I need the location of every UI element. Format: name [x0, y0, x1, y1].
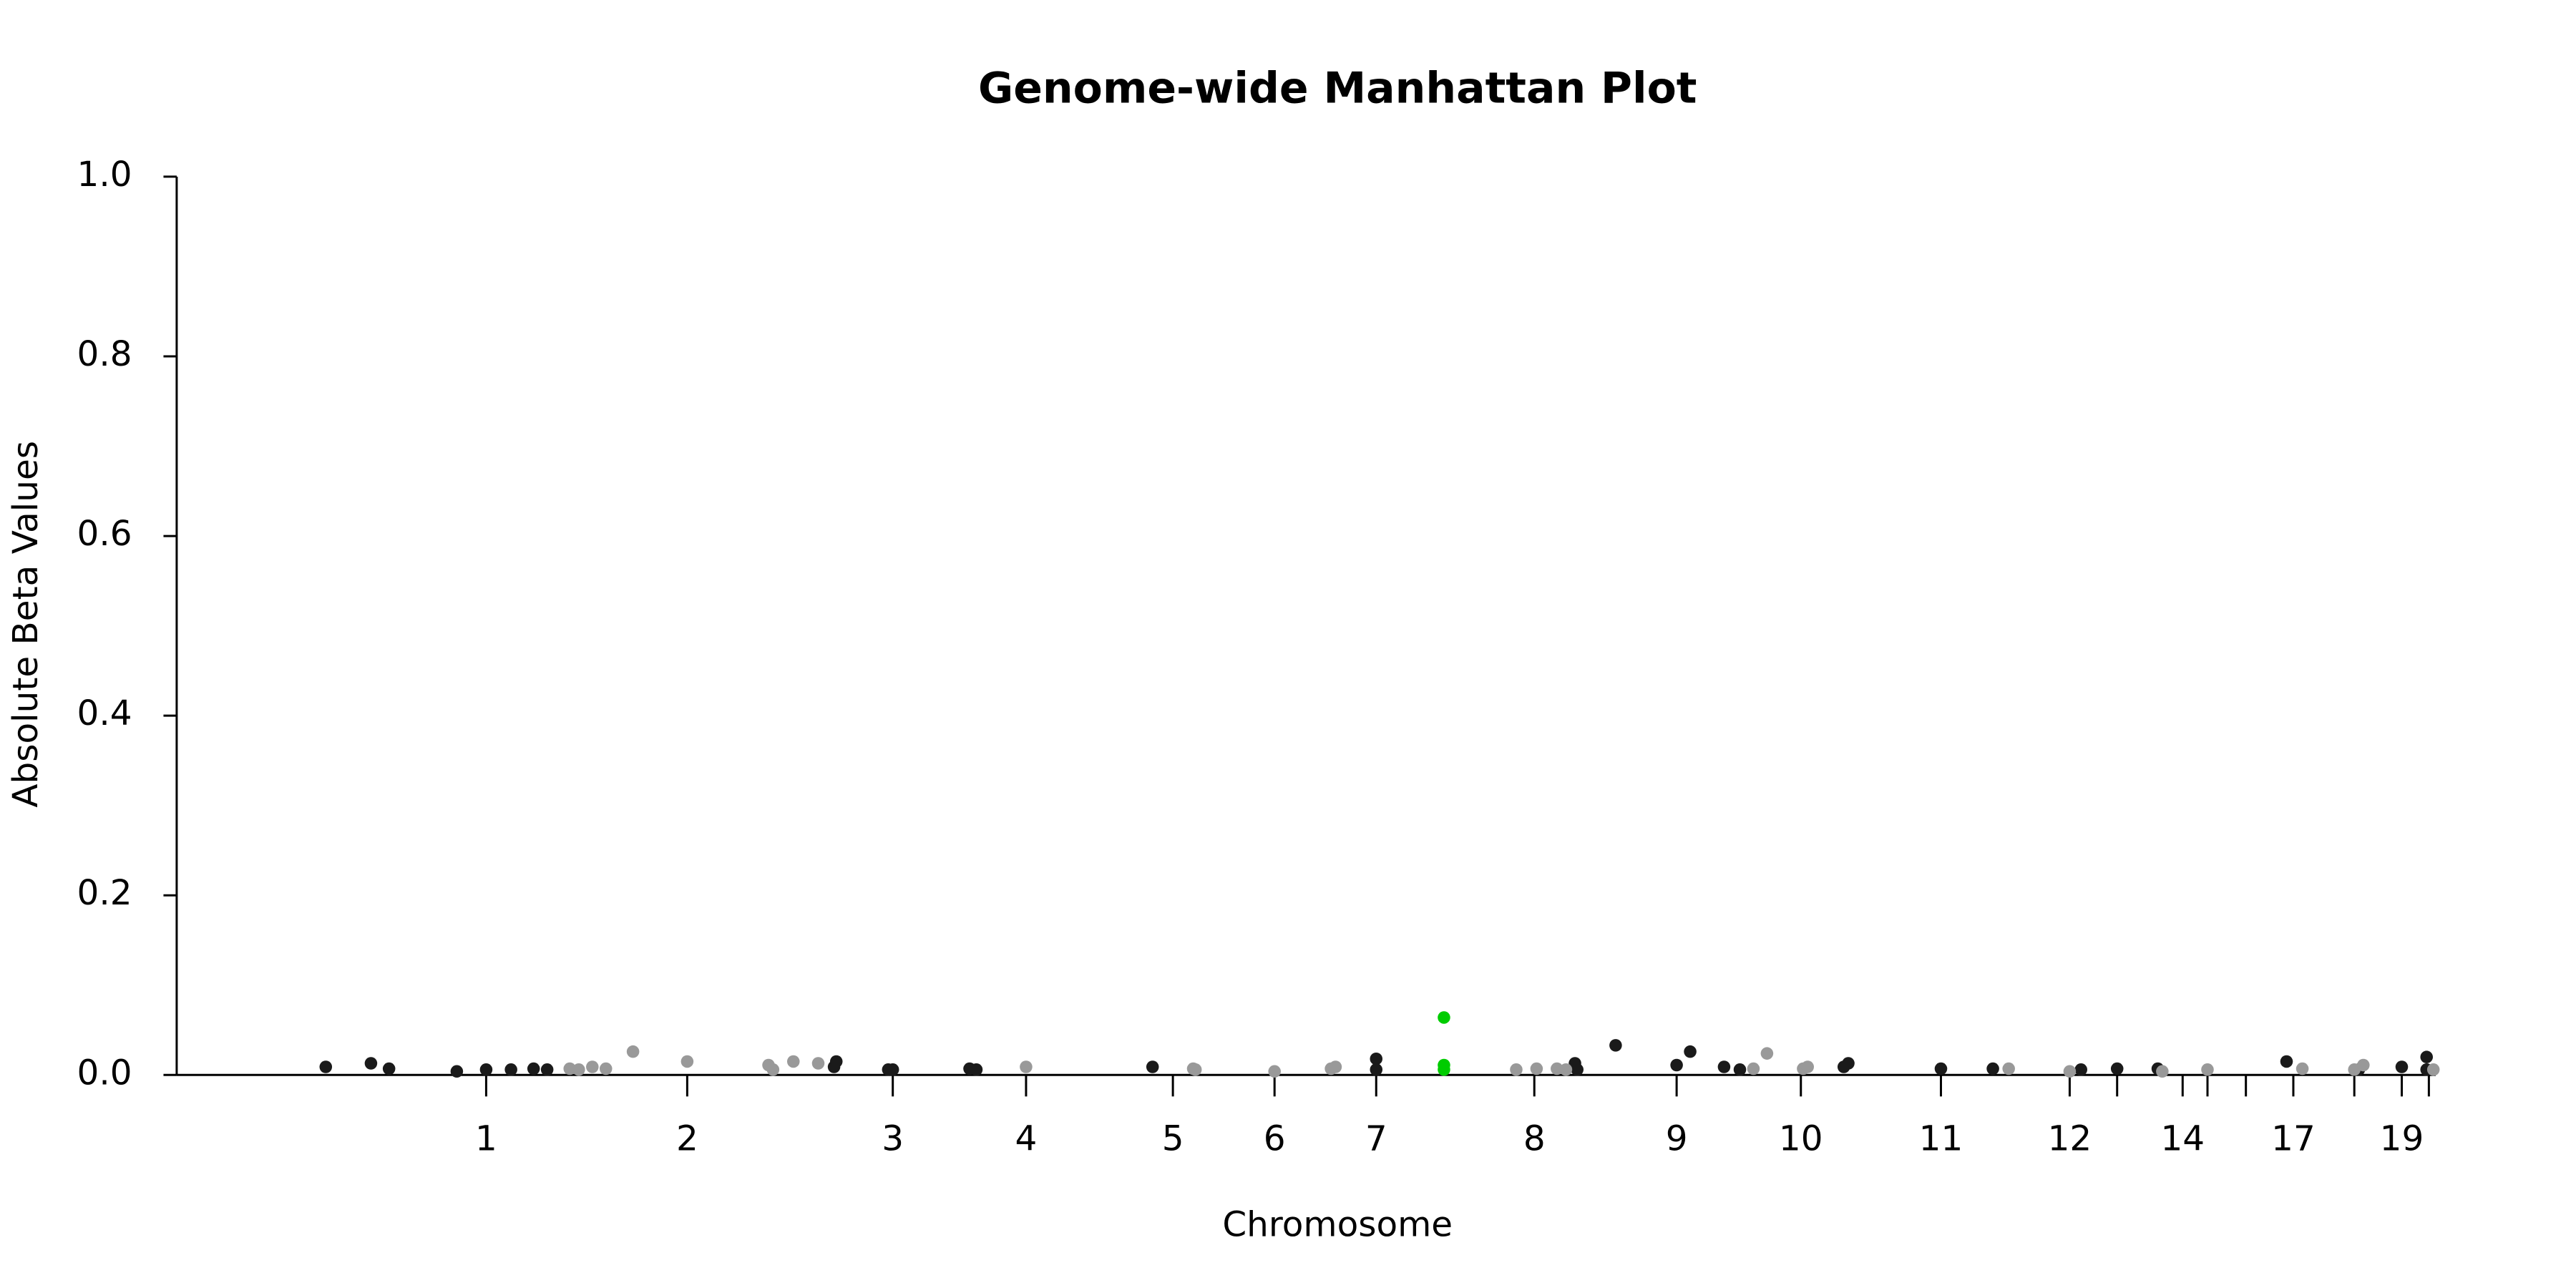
- point: [886, 1063, 899, 1076]
- x-tick-label: 19: [2380, 1119, 2424, 1159]
- y-tick-label: 0.6: [77, 514, 132, 554]
- point: [504, 1063, 517, 1076]
- point: [2201, 1063, 2214, 1076]
- x-tick-label: 17: [2271, 1119, 2316, 1159]
- point: [1530, 1062, 1543, 1075]
- point: [2110, 1062, 2124, 1075]
- x-tick-label: 7: [1365, 1119, 1387, 1159]
- y-tick-label: 0.8: [77, 334, 132, 374]
- point: [382, 1062, 396, 1075]
- y-tick-label: 0.4: [77, 693, 132, 733]
- point: [586, 1060, 599, 1073]
- point: [680, 1055, 694, 1068]
- y-tick-label: 0.0: [77, 1053, 132, 1093]
- x-tick-label: 5: [1162, 1119, 1184, 1159]
- y-tick-label: 1.0: [77, 155, 132, 195]
- x-tick-label: 12: [2048, 1119, 2092, 1159]
- point: [479, 1063, 493, 1076]
- point: [1370, 1063, 1383, 1076]
- y-tick-label: 0.2: [77, 873, 132, 913]
- point: [599, 1062, 613, 1075]
- point: [1268, 1065, 1281, 1078]
- point: [2002, 1062, 2015, 1075]
- point: [2063, 1065, 2077, 1078]
- point: [2395, 1060, 2409, 1073]
- point: [1571, 1063, 1584, 1076]
- point: [786, 1055, 800, 1068]
- point: [1934, 1062, 1948, 1075]
- point: [811, 1057, 825, 1070]
- x-tick-label: 9: [1666, 1119, 1688, 1159]
- point: [2156, 1065, 2169, 1078]
- point: [2420, 1050, 2433, 1063]
- point: [1370, 1052, 1383, 1065]
- point: [2357, 1058, 2370, 1072]
- x-tick-label: 6: [1264, 1119, 1286, 1159]
- point: [970, 1063, 983, 1076]
- point: [572, 1063, 585, 1076]
- x-tick-label: 8: [1523, 1119, 1546, 1159]
- point: [1559, 1063, 1573, 1076]
- point: [829, 1055, 843, 1068]
- x-tick-label: 4: [1015, 1119, 1038, 1159]
- x-tick-label: 11: [1919, 1119, 1963, 1159]
- point: [1733, 1063, 1747, 1076]
- point: [1438, 1011, 1450, 1024]
- chart-title: Genome-wide Manhattan Plot: [978, 64, 1697, 114]
- point: [1760, 1047, 1774, 1060]
- x-tick-label: 1: [475, 1119, 497, 1159]
- point: [766, 1063, 780, 1076]
- point: [1020, 1060, 1033, 1073]
- point: [1717, 1060, 1731, 1073]
- point: [1842, 1057, 1855, 1070]
- point: [527, 1062, 540, 1075]
- point: [364, 1057, 378, 1070]
- point: [1801, 1060, 1814, 1073]
- point: [2280, 1055, 2293, 1068]
- y-axis-label: Absolute Beta Values: [6, 441, 46, 808]
- point: [2296, 1062, 2309, 1075]
- point: [1146, 1060, 1159, 1073]
- point: [2426, 1063, 2440, 1076]
- point: [563, 1062, 576, 1075]
- point: [1189, 1063, 1202, 1076]
- x-axis-label: Chromosome: [1222, 1205, 1453, 1245]
- point: [626, 1045, 640, 1058]
- point: [1747, 1062, 1760, 1075]
- point: [450, 1065, 464, 1078]
- point: [1329, 1060, 1342, 1073]
- x-tick-label: 3: [882, 1119, 904, 1159]
- point: [1986, 1062, 1999, 1075]
- point: [540, 1063, 554, 1076]
- point: [1438, 1063, 1450, 1076]
- point: [1551, 1062, 1563, 1075]
- point: [319, 1060, 333, 1073]
- x-tick-label: 2: [676, 1119, 698, 1159]
- point: [2074, 1063, 2087, 1076]
- point: [1510, 1063, 1523, 1076]
- point: [1609, 1039, 1622, 1052]
- x-tick-label: 14: [2160, 1119, 2205, 1159]
- point: [1670, 1058, 1683, 1072]
- x-tick-label: 10: [1779, 1119, 1823, 1159]
- point: [1684, 1045, 1697, 1058]
